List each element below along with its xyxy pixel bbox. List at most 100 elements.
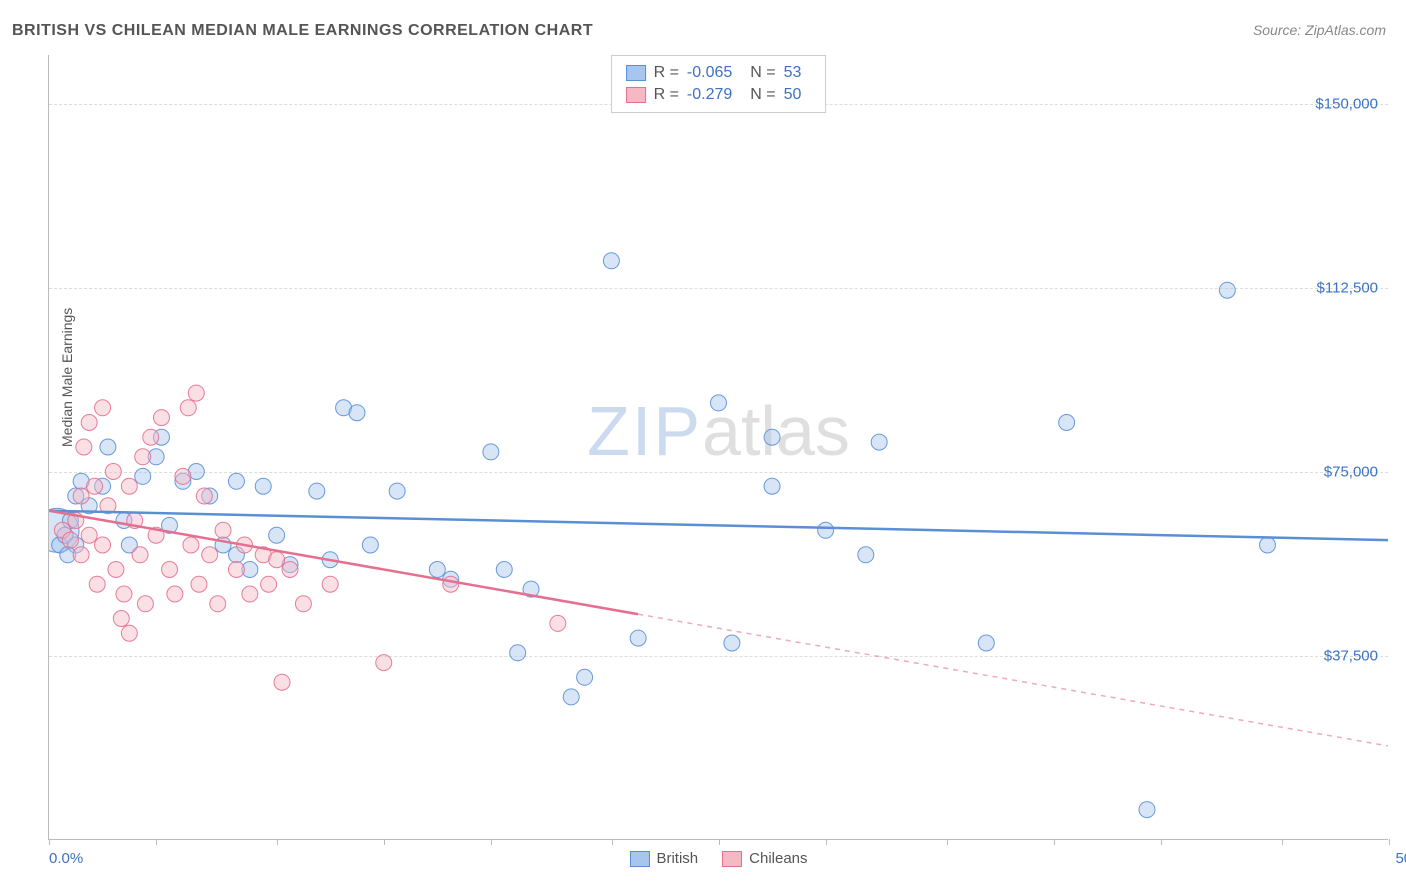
data-point: [242, 586, 258, 602]
data-point: [764, 429, 780, 445]
data-point: [362, 537, 378, 553]
legend-r-value: -0.279: [687, 86, 732, 104]
x-tick: [156, 839, 157, 845]
trend-line-dashed: [638, 614, 1388, 746]
data-point: [236, 537, 252, 553]
x-tick: [384, 839, 385, 845]
data-point: [52, 537, 68, 553]
data-point: [135, 449, 151, 465]
data-point: [269, 527, 285, 543]
x-axis-max-label: 50.0%: [1395, 850, 1406, 867]
data-point: [175, 473, 191, 489]
data-point: [309, 483, 325, 499]
data-point: [73, 547, 89, 563]
data-point: [603, 253, 619, 269]
data-point: [630, 630, 646, 646]
x-tick: [826, 839, 827, 845]
legend-n-value: 53: [784, 64, 802, 82]
data-point: [858, 547, 874, 563]
data-point: [175, 468, 191, 484]
scatter-overlay: [49, 55, 1388, 839]
x-tick: [1389, 839, 1390, 845]
data-point: [577, 669, 593, 685]
data-point: [336, 400, 352, 416]
data-point: [188, 385, 204, 401]
data-point: [113, 611, 129, 627]
data-point: [49, 508, 79, 552]
legend-row: R =-0.279N =50: [626, 84, 812, 106]
data-point: [496, 562, 512, 578]
data-point: [180, 400, 196, 416]
data-point: [818, 522, 834, 538]
legend-r-value: -0.065: [687, 64, 732, 82]
data-point: [148, 527, 164, 543]
data-point: [100, 498, 116, 514]
data-point: [255, 478, 271, 494]
data-point: [73, 488, 89, 504]
data-point: [191, 576, 207, 592]
data-point: [764, 478, 780, 494]
y-tick-label: $150,000: [1315, 96, 1378, 113]
data-point: [228, 562, 244, 578]
data-point: [443, 571, 459, 587]
data-point: [255, 547, 271, 563]
x-tick: [947, 839, 948, 845]
data-point: [60, 547, 76, 563]
data-point: [148, 449, 164, 465]
source-attribution: Source: ZipAtlas.com: [1253, 22, 1386, 38]
data-point: [295, 596, 311, 612]
data-point: [62, 532, 78, 548]
data-point: [81, 498, 97, 514]
data-point: [95, 400, 111, 416]
data-point: [68, 488, 84, 504]
trend-line: [49, 511, 1388, 540]
chart-title: BRITISH VS CHILEAN MEDIAN MALE EARNINGS …: [12, 22, 593, 40]
data-point: [282, 562, 298, 578]
data-point: [68, 513, 84, 529]
x-tick: [277, 839, 278, 845]
data-point: [1219, 282, 1235, 298]
legend-label: Chileans: [749, 850, 807, 867]
legend-n-label: N =: [750, 64, 775, 82]
series-legend: British Chileans: [629, 850, 807, 867]
legend-swatch: [626, 65, 646, 81]
legend-item: British: [629, 850, 698, 867]
data-point: [523, 581, 539, 597]
data-point: [711, 395, 727, 411]
data-point: [215, 537, 231, 553]
data-point: [349, 405, 365, 421]
data-point: [443, 576, 459, 592]
data-point: [563, 689, 579, 705]
data-point: [54, 522, 70, 538]
data-point: [202, 547, 218, 563]
data-point: [510, 645, 526, 661]
x-tick: [719, 839, 720, 845]
data-point: [322, 576, 338, 592]
data-point: [1059, 415, 1075, 431]
plot-area: Median Male Earnings ZIPatlas $37,500$75…: [48, 55, 1388, 840]
data-point: [429, 562, 445, 578]
data-point: [228, 473, 244, 489]
data-point: [389, 483, 405, 499]
legend-r-label: R =: [654, 64, 679, 82]
data-point: [89, 576, 105, 592]
data-point: [153, 429, 169, 445]
trend-line-solid: [49, 511, 638, 614]
gridline: [49, 472, 1388, 473]
data-point: [162, 517, 178, 533]
data-point: [95, 537, 111, 553]
data-point: [261, 576, 277, 592]
data-point: [282, 557, 298, 573]
data-point: [871, 434, 887, 450]
data-point: [137, 596, 153, 612]
data-point: [143, 429, 159, 445]
x-tick: [491, 839, 492, 845]
x-tick: [49, 839, 50, 845]
data-point: [322, 552, 338, 568]
data-point: [550, 615, 566, 631]
data-point: [62, 513, 78, 529]
gridline: [49, 656, 1388, 657]
data-point: [162, 562, 178, 578]
data-point: [483, 444, 499, 460]
data-point: [210, 596, 226, 612]
